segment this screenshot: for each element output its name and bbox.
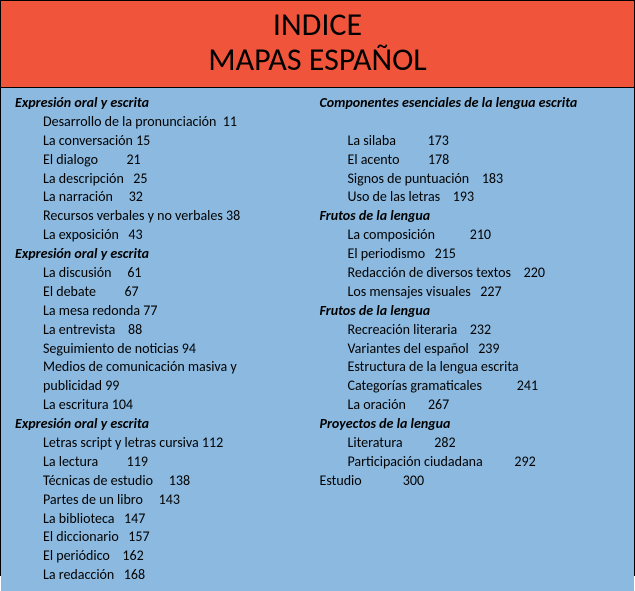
toc-entry: Los mensajes visuales 227 (320, 283, 625, 302)
toc-entry: El periodismo 215 (320, 245, 625, 264)
section-title: Proyectos de la lengua (320, 415, 625, 434)
toc-entry: Participación ciudadana 292 (320, 453, 625, 472)
toc-entry: Desarrollo de la pronunciación 11 (15, 113, 320, 132)
toc-entry: El diccionario 157 (15, 528, 320, 547)
title: INDICE (1, 7, 634, 42)
toc-entry: La discusión 61 (15, 264, 320, 283)
toc-entry: El acento 178 (320, 151, 625, 170)
toc-entry: Uso de las letras 193 (320, 188, 625, 207)
toc-entry: Seguimiento de noticias 94 (15, 340, 320, 359)
toc-entry: La biblioteca 147 (15, 510, 320, 529)
spacer (320, 113, 625, 132)
toc-entry: La escritura 104 (15, 396, 320, 415)
toc-entry: La composición 210 (320, 226, 625, 245)
toc-entry: La exposición 43 (15, 226, 320, 245)
toc-entry: La conversación 15 (15, 132, 320, 151)
toc-entry: Categorías gramaticales 241 (320, 377, 625, 396)
toc-entry: El debate 67 (15, 283, 320, 302)
toc-entry: Signos de puntuación 183 (320, 170, 625, 189)
toc-entry: Estructura de la lengua escrita (320, 358, 625, 377)
index-container: INDICE MAPAS ESPAÑOL Expresión oral y es… (0, 0, 635, 576)
toc-entry: La mesa redonda 77 (15, 302, 320, 321)
toc-entry: Estudio 300 (320, 472, 625, 491)
toc-entry: Partes de un libro 143 (15, 491, 320, 510)
toc-entry: La lectura 119 (15, 453, 320, 472)
toc-entry: Técnicas de estudio 138 (15, 472, 320, 491)
toc-entry: Recreación literaria 232 (320, 321, 625, 340)
toc-entry: Literatura 282 (320, 434, 625, 453)
toc-entry: Variantes del español 239 (320, 340, 625, 359)
right-column: Componentes esenciales de la lengua escr… (320, 94, 625, 585)
content: Expresión oral y escritaDesarrollo de la… (1, 88, 634, 591)
toc-entry: El dialogo 21 (15, 151, 320, 170)
toc-entry: La oración 267 (320, 396, 625, 415)
toc-entry: La silaba 173 (320, 132, 625, 151)
section-title: Expresión oral y escrita (15, 415, 320, 434)
section-title: Frutos de la lengua (320, 302, 625, 321)
subtitle: MAPAS ESPAÑOL (1, 42, 634, 79)
toc-entry: Medios de comunicación masiva y (15, 358, 320, 377)
toc-entry: Redacción de diversos textos 220 (320, 264, 625, 283)
left-column: Expresión oral y escritaDesarrollo de la… (15, 94, 320, 585)
section-title: Expresión oral y escrita (15, 94, 320, 113)
section-title: Componentes esenciales de la lengua escr… (320, 94, 625, 113)
toc-entry: Letras script y letras cursiva 112 (15, 434, 320, 453)
section-title: Expresión oral y escrita (15, 245, 320, 264)
toc-entry: Recursos verbales y no verbales 38 (15, 207, 320, 226)
toc-entry: publicidad 99 (15, 377, 320, 396)
toc-entry: El periódico 162 (15, 547, 320, 566)
toc-entry: La descripción 25 (15, 170, 320, 189)
toc-entry: La narración 32 (15, 188, 320, 207)
section-title: Frutos de la lengua (320, 207, 625, 226)
toc-entry: La entrevista 88 (15, 321, 320, 340)
header: INDICE MAPAS ESPAÑOL (1, 1, 634, 88)
